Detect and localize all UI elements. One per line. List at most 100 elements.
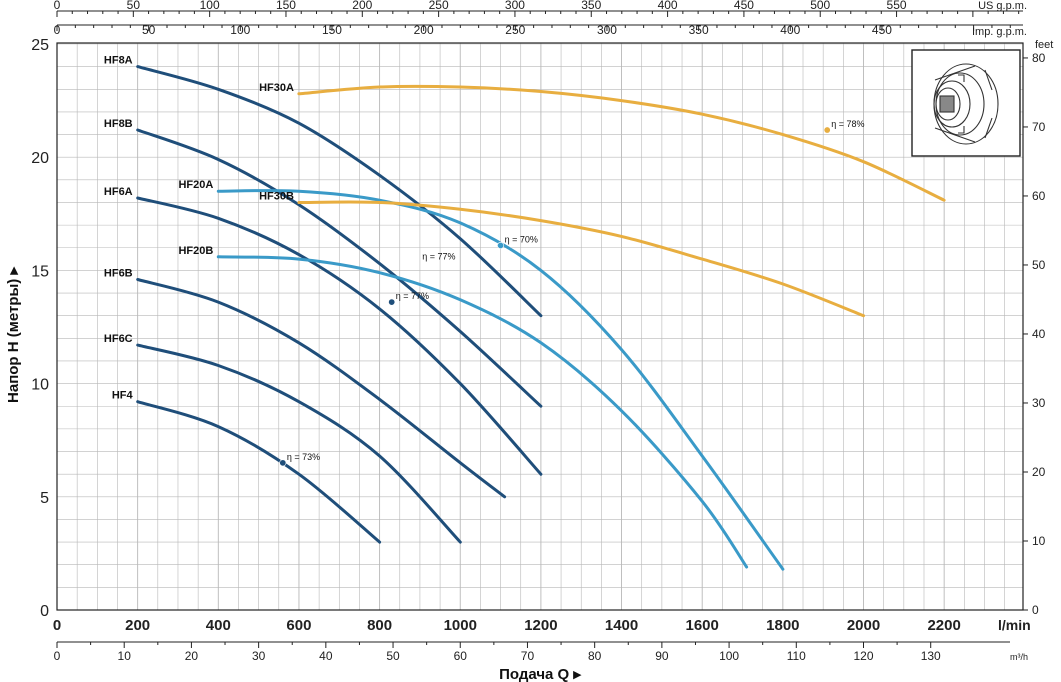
pump-drawing [933, 63, 999, 145]
y-tick-label: 20 [31, 150, 49, 167]
m3h-tick-label: 0 [54, 649, 61, 663]
us-gpm-tick-label: 500 [810, 0, 830, 12]
us-gpm-tick-label: 400 [658, 0, 678, 12]
x-tick-label: 600 [286, 617, 311, 634]
imp-gpm-tick-label: 150 [322, 23, 342, 37]
m3h-tick-label: 120 [853, 649, 873, 663]
us-gpm-tick-label: 250 [429, 0, 449, 12]
series-label-hf30b: HF30B [259, 190, 294, 202]
series-label-hf20b: HF20B [178, 245, 213, 257]
axes: 0 5 10 15 20 25 Напор Н (метры) ▸ 0 10 20 30 40 50 60… [5, 0, 1053, 682]
x-tick-label: 400 [206, 617, 231, 634]
efficiency-label: η = 77% [422, 252, 455, 262]
m3h-tick-label: 80 [588, 649, 602, 663]
y-axis-title: Напор Н (метры) ▸ [5, 266, 22, 403]
labels: HF8A HF8B HF6A HF6B HF6C HF4 HF20A HF20B HF30A HF… [104, 55, 864, 467]
series-label-hf6b: HF6B [104, 267, 133, 279]
us-gpm-tick-label: 450 [734, 0, 754, 12]
series-line-hf20b [216, 255, 749, 569]
us-gpm-tick-label: 0 [54, 0, 61, 12]
feet-tick-label: 80 [1032, 51, 1046, 65]
m3h-tick-label: 10 [118, 649, 132, 663]
imp-gpm-tick-label: 400 [780, 23, 800, 37]
imp-gpm-title: Imp. g.p.m. [972, 26, 1027, 38]
series-line-hf30b [297, 200, 865, 318]
series-label-hf8a: HF8A [104, 55, 133, 67]
imp-gpm-tick-label: 300 [597, 23, 617, 37]
y-tick-label: 5 [40, 490, 49, 507]
feet-axis-title: feet [1035, 39, 1053, 51]
series-line-hf6c [136, 343, 462, 544]
m3h-tick-label: 40 [319, 649, 333, 663]
m3h-tick-label: 70 [521, 649, 535, 663]
efficiency-label: η = 73% [287, 452, 320, 462]
efficiency-label: η = 77% [396, 291, 429, 301]
imp-gpm-tick-label: 450 [872, 23, 892, 37]
series-line-hf4 [136, 400, 382, 544]
series-line-hf30a [297, 84, 946, 202]
feet-tick-label: 70 [1032, 120, 1046, 134]
plot-frame [56, 42, 1024, 611]
efficiency-point [388, 298, 396, 306]
efficiency-label: η = 78% [831, 119, 864, 129]
feet-tick-label: 0 [1032, 603, 1039, 617]
us-gpm-tick-label: 300 [505, 0, 525, 12]
feet-tick-label: 30 [1032, 396, 1046, 410]
m3h-tick-label: 60 [454, 649, 468, 663]
imp-gpm-tick-label: 250 [505, 23, 525, 37]
x-axis-title: Подача Q ▸ [499, 666, 582, 682]
x-tick-label: 1600 [686, 617, 719, 634]
us-gpm-tick-label: 150 [276, 0, 296, 12]
feet-tick-label: 50 [1032, 258, 1046, 272]
x-tick-label: 1400 [605, 617, 638, 634]
series-line-hf6a [136, 196, 543, 476]
series-line-hf6b [136, 278, 507, 499]
x-unit-lmin: l/min [998, 617, 1031, 633]
series-line-hf8b [136, 128, 543, 408]
m3h-tick-label: 30 [252, 649, 266, 663]
y-tick-label: 15 [31, 263, 49, 280]
us-gpm-tick-label: 200 [352, 0, 372, 12]
grid [56, 43, 1023, 611]
m3h-tick-label: 90 [655, 649, 669, 663]
m3h-tick-label: 130 [921, 649, 941, 663]
series-line-hf20a [216, 189, 785, 571]
imp-gpm-tick-label: 0 [54, 23, 61, 37]
series-label-hf6c: HF6C [104, 333, 133, 345]
pump-image-frame [911, 49, 1021, 157]
x-tick-label: 200 [125, 617, 150, 634]
imp-gpm-tick-label: 200 [414, 23, 434, 37]
y-tick-label: 25 [31, 37, 49, 54]
feet-tick-label: 40 [1032, 327, 1046, 341]
feet-tick-label: 20 [1032, 465, 1046, 479]
m3h-tick-label: 100 [719, 649, 739, 663]
x-tick-label: 1800 [766, 617, 799, 634]
x-tick-label: 800 [367, 617, 392, 634]
imp-gpm-tick-label: 100 [230, 23, 250, 37]
series-label-hf8b: HF8B [104, 118, 133, 130]
m3h-tick-label: 50 [386, 649, 400, 663]
y-tick-label: 0 [40, 603, 49, 620]
x-tick-label: 1000 [444, 617, 477, 634]
pump-image [911, 49, 1021, 157]
efficiency-point [279, 459, 287, 467]
efficiency-point [497, 241, 505, 249]
feet-tick-label: 10 [1032, 534, 1046, 548]
us-gpm-tick-label: 350 [581, 0, 601, 12]
efficiency-label: η = 70% [505, 234, 538, 244]
y-tick-label: 10 [31, 377, 49, 394]
us-gpm-tick-label: 100 [200, 0, 220, 12]
series-line-hf8a [136, 65, 543, 318]
m3h-tick-label: 20 [185, 649, 199, 663]
imp-gpm-tick-label: 350 [689, 23, 709, 37]
us-gpm-tick-label: 550 [887, 0, 907, 12]
us-gpm-title: US g.p.m. [978, 0, 1027, 12]
series-label-hf30a: HF30A [259, 82, 294, 94]
x-unit-m3h: m³/h [1010, 652, 1028, 662]
x-tick-label: 2000 [847, 617, 880, 634]
m3h-tick-label: 110 [787, 649, 806, 663]
series-label-hf6a: HF6A [104, 186, 133, 198]
efficiency-point [823, 126, 831, 134]
